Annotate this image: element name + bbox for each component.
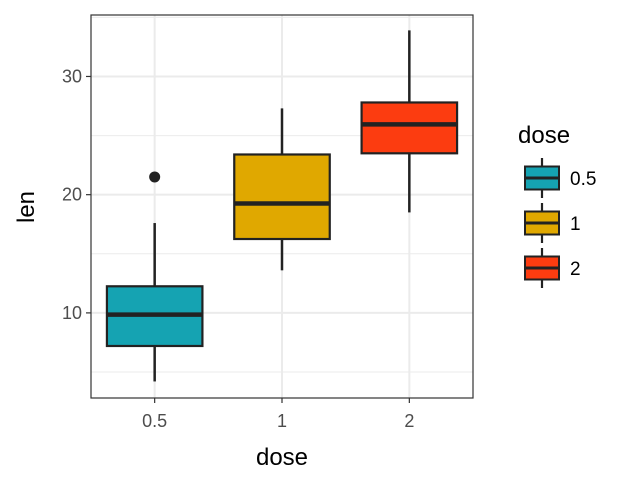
box-body [360, 101, 459, 155]
x-tick-label: 1 [277, 411, 287, 431]
y-tick-label: 20 [62, 185, 82, 205]
legend-label: 2 [570, 259, 581, 280]
y-axis: 10 20 30 [62, 66, 91, 323]
legend-label: 0.5 [570, 169, 596, 190]
legend-item-1: 1 [524, 203, 581, 243]
box-0.5 [105, 171, 204, 382]
legend-title: dose [518, 122, 570, 149]
legend-label: 1 [570, 214, 581, 235]
box-series [105, 30, 459, 382]
legend: dose 0.5 1 2 [518, 122, 596, 288]
outlier-point [149, 171, 161, 183]
y-tick-label: 30 [62, 66, 82, 86]
box-1 [233, 108, 331, 271]
legend-item-0.5: 0.5 [524, 158, 596, 198]
box-2 [360, 30, 459, 213]
legend-item-2: 2 [524, 248, 581, 288]
x-tick-label: 2 [404, 411, 414, 431]
y-axis-title: len [13, 191, 40, 223]
y-tick-label: 10 [62, 303, 82, 323]
x-axis-title: dose [256, 444, 308, 471]
x-tick-label: 0.5 [142, 411, 167, 431]
box-body [233, 153, 331, 241]
x-axis: 0.5 1 2 [142, 398, 414, 431]
